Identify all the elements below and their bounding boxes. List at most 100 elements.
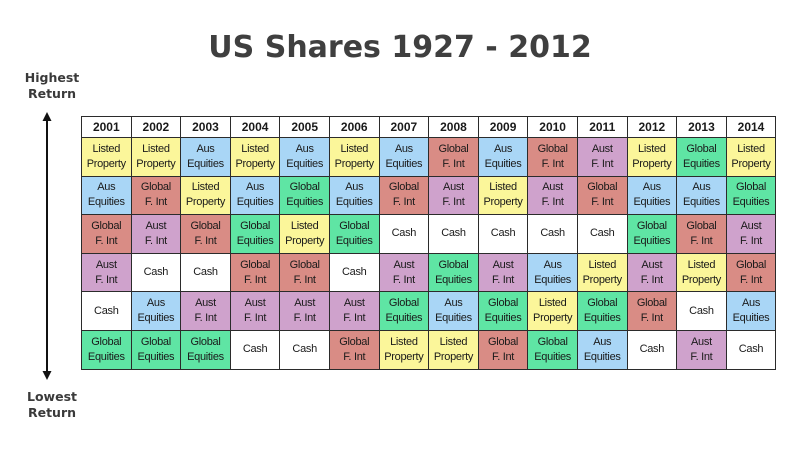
asset-cell-label: Cash xyxy=(738,343,764,356)
asset-cell: Global F. Int xyxy=(626,291,678,331)
asset-cell: Listed Property xyxy=(81,137,132,177)
asset-cell: Global F. Int xyxy=(130,175,182,216)
year-header-2003: 2003 xyxy=(180,116,231,138)
asset-cell: Cash xyxy=(676,291,727,331)
asset-cell: Aus Equities xyxy=(725,291,777,331)
asset-cell: Global Equities xyxy=(676,137,727,177)
rank-row-6: Global Equities Global Equities Global Equ… xyxy=(81,329,777,370)
asset-rank-body: Listed Property Listed Property Aus Equiti… xyxy=(81,137,777,370)
asset-cell: Cash xyxy=(527,214,578,254)
asset-cell-label: Cash xyxy=(639,343,665,356)
asset-cell-label: Aust F. Int xyxy=(392,258,415,286)
highest-return-label: Highest Return xyxy=(6,70,98,102)
asset-cell-label: Aust F. Int xyxy=(194,297,217,325)
rank-row-4: Aust F. Int Cash Cash Global F. Int Global F… xyxy=(81,252,777,293)
asset-cell: Aus Equities xyxy=(428,291,479,331)
asset-cell-label: Global F. Int xyxy=(388,181,419,209)
year-header-2014: 2014 xyxy=(725,116,777,138)
asset-cell: Aust F. Int xyxy=(229,291,281,331)
asset-cell-label: Global F. Int xyxy=(91,219,122,247)
asset-cell: Listed Property xyxy=(428,329,479,370)
asset-cell-label: Aus Equities xyxy=(187,142,224,170)
asset-cell: Global Equities xyxy=(527,329,578,370)
asset-cell: Global F. Int xyxy=(81,214,132,254)
asset-cell-label: Global F. Int xyxy=(686,219,717,247)
return-axis-arrow xyxy=(42,112,52,380)
year-header-2009: 2009 xyxy=(477,116,529,138)
asset-cell: Cash xyxy=(725,329,777,370)
asset-cell: Global F. Int xyxy=(180,214,231,254)
asset-cell-label: Aust F. Int xyxy=(739,219,763,247)
asset-cell: Cash xyxy=(229,329,281,370)
asset-cell: Aust F. Int xyxy=(130,214,182,254)
asset-cell-label: Aus Equities xyxy=(137,297,175,325)
asset-cell: Aus Equities xyxy=(328,175,380,216)
asset-cell-label: Aus Equities xyxy=(534,258,571,286)
asset-cell-label: Global F. Int xyxy=(190,219,221,247)
lowest-return-label: Lowest Return xyxy=(6,389,98,421)
asset-cell-label: Global F. Int xyxy=(587,181,618,209)
asset-cell-label: Global Equities xyxy=(87,335,125,363)
asset-cell: Aus Equities xyxy=(180,137,231,177)
asset-cell: Cash xyxy=(626,329,678,370)
asset-cell-label: Aus Equities xyxy=(484,142,522,170)
asset-cell-label: Aus Equities xyxy=(435,297,472,325)
asset-cell: Cash xyxy=(81,291,132,331)
asset-cell: Aus Equities xyxy=(81,175,132,216)
asset-cell-label: Global Equities xyxy=(583,297,621,325)
asset-cell: Aust F. Int xyxy=(477,252,529,293)
asset-cell-label: Listed Property xyxy=(731,142,771,170)
asset-cell: Global Equities xyxy=(229,214,281,254)
asset-cell-label: Aust F. Int xyxy=(293,297,316,325)
asset-cell-label: Aust F. Int xyxy=(343,297,366,325)
asset-cell-label: Aust F. Int xyxy=(244,297,267,325)
asset-cell: Aust F. Int xyxy=(576,137,628,177)
asset-cell: Global Equities xyxy=(180,329,231,370)
asset-cell-label: Listed Property xyxy=(185,181,226,209)
asset-cell-label: Aus Equities xyxy=(385,142,423,170)
year-header-2007: 2007 xyxy=(378,116,430,138)
asset-cell-label: Cash xyxy=(689,304,714,317)
asset-cell: Aust F. Int xyxy=(180,291,231,331)
asset-cell-label: Global F. Int xyxy=(140,181,171,209)
asset-cell-label: Listed Property xyxy=(681,258,722,286)
asset-cell-label: Aus Equities xyxy=(732,297,770,325)
asset-cell: Listed Property xyxy=(328,137,380,177)
asset-cell: Listed Property xyxy=(676,252,727,293)
asset-cell-label: Aust F. Int xyxy=(591,142,614,170)
asset-cell: Aust F. Int xyxy=(378,252,430,293)
year-header-row: 2001 2002 2003 2004 2005 2006 2007 2008 2009 2010… xyxy=(81,116,777,138)
asset-cell-label: Cash xyxy=(143,266,169,279)
year-header-2012: 2012 xyxy=(626,116,678,138)
asset-cell-label: Cash xyxy=(342,266,367,279)
asset-cell: Aust F. Int xyxy=(626,252,678,293)
rank-row-1: Listed Property Listed Property Aus Equiti… xyxy=(81,137,777,177)
asset-cell-label: Cash xyxy=(292,343,317,356)
asset-return-table: 2001 2002 2003 2004 2005 2006 2007 2008 2009 2010… xyxy=(81,116,777,370)
asset-cell: Aust F. Int xyxy=(725,214,777,254)
asset-cell-label: Aust F. Int xyxy=(144,219,167,247)
asset-cell: Global F. Int xyxy=(676,214,727,254)
year-header-2013: 2013 xyxy=(676,116,727,138)
asset-cell: Aus Equities xyxy=(527,252,578,293)
asset-cell: Cash xyxy=(428,214,479,254)
asset-cell: Listed Property xyxy=(229,137,281,177)
asset-cell-label: Cash xyxy=(540,227,565,240)
asset-cell: Aust F. Int xyxy=(527,175,578,216)
lowest-return-text: Lowest Return xyxy=(27,389,77,420)
year-header-2006: 2006 xyxy=(328,116,380,138)
year-header-2010: 2010 xyxy=(527,116,578,138)
year-header-2002: 2002 xyxy=(130,116,182,138)
asset-cell-label: Aus Equities xyxy=(683,181,720,209)
asset-cell: Aus Equities xyxy=(626,175,678,216)
asset-cell-label: Global F. Int xyxy=(240,258,271,286)
asset-cell-label: Listed Property xyxy=(433,335,474,363)
asset-cell: Listed Property xyxy=(576,252,628,293)
asset-cell-label: Aus Equities xyxy=(236,181,274,209)
asset-cell-label: Global Equities xyxy=(484,297,522,325)
asset-cell-label: Global F. Int xyxy=(488,335,519,363)
asset-cell-label: Aus Equities xyxy=(335,181,373,209)
asset-cell: Listed Property xyxy=(477,175,529,216)
asset-cell-label: Listed Property xyxy=(86,142,126,170)
asset-cell-label: Aus Equities xyxy=(286,142,324,170)
